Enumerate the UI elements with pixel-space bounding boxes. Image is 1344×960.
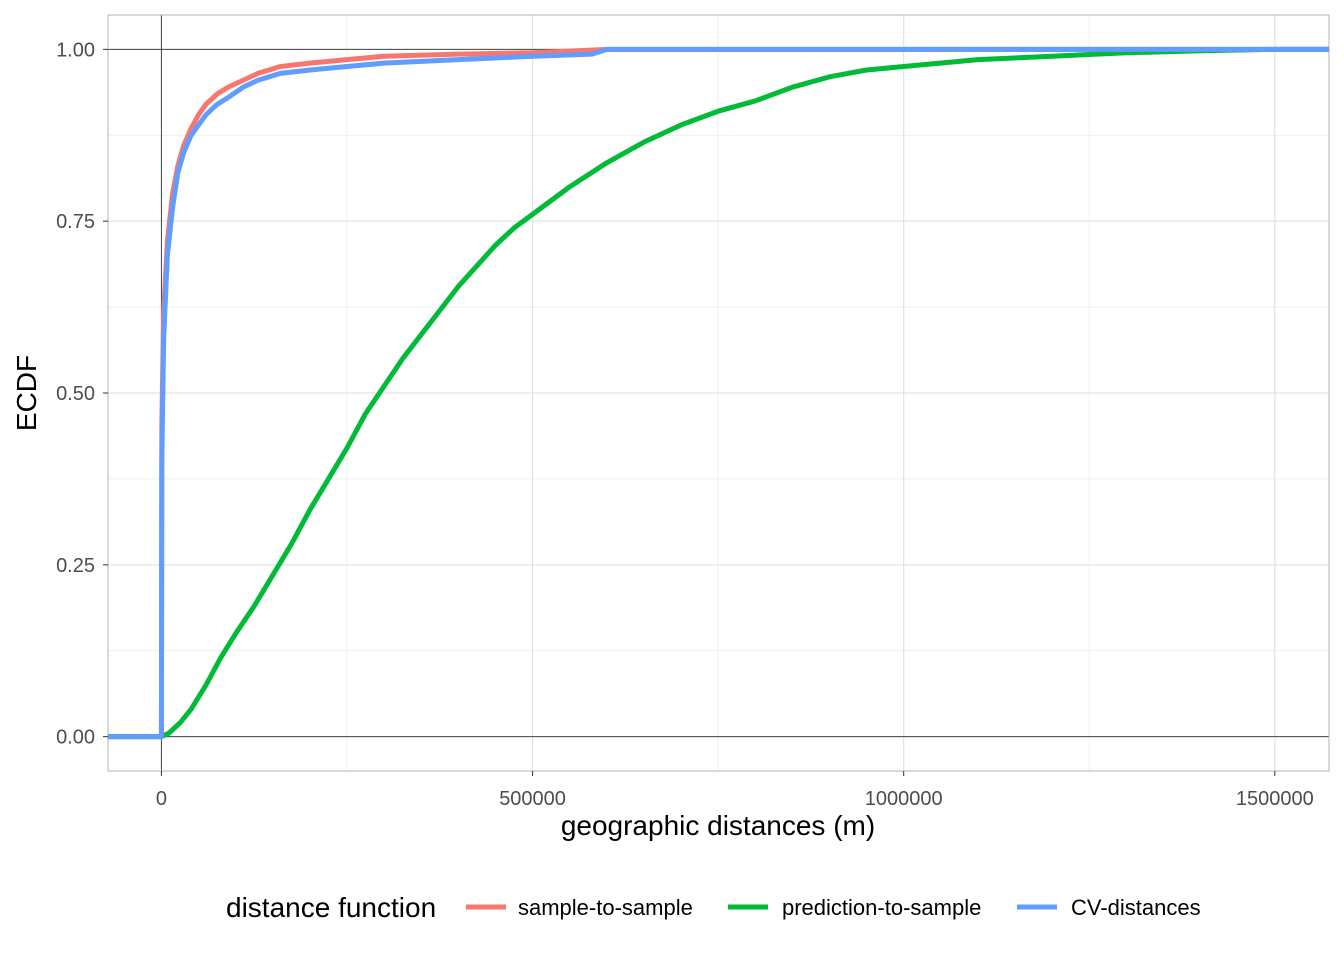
legend-title: distance function	[226, 892, 436, 923]
x-tick-label: 500000	[499, 788, 566, 810]
series-lines	[108, 46, 1329, 740]
series-line-prediction-to-sample	[108, 46, 1329, 740]
legend-items: sample-to-sample prediction-to-sample CV-d…	[466, 895, 1201, 920]
x-tick-label: 0	[156, 788, 167, 810]
y-axis-title: ECDF	[11, 355, 42, 431]
y-axis-ticks: 0.00 0.25 0.50 0.75 1.00	[56, 39, 108, 749]
legend-label-cv-distances: CV-distances	[1071, 895, 1201, 920]
y-tick-label: 1.00	[56, 39, 95, 61]
y-tick-label: 0.50	[56, 383, 95, 405]
y-tick-label: 0.25	[56, 555, 95, 577]
legend-label-sample-to-sample: sample-to-sample	[518, 895, 693, 920]
series-line-cv-distances	[108, 46, 1329, 740]
legend-label-prediction-to-sample: prediction-to-sample	[782, 895, 981, 920]
y-tick-label: 0.00	[56, 727, 95, 749]
x-tick-label: 1500000	[1236, 788, 1314, 810]
x-tick-label: 1000000	[865, 788, 943, 810]
y-tick-label: 0.75	[56, 211, 95, 233]
x-axis-title: geographic distances (m)	[561, 810, 875, 841]
legend: distance function sample-to-sample predic…	[226, 892, 1201, 923]
x-axis-ticks: 0 500000 1000000 1500000	[156, 771, 1314, 810]
